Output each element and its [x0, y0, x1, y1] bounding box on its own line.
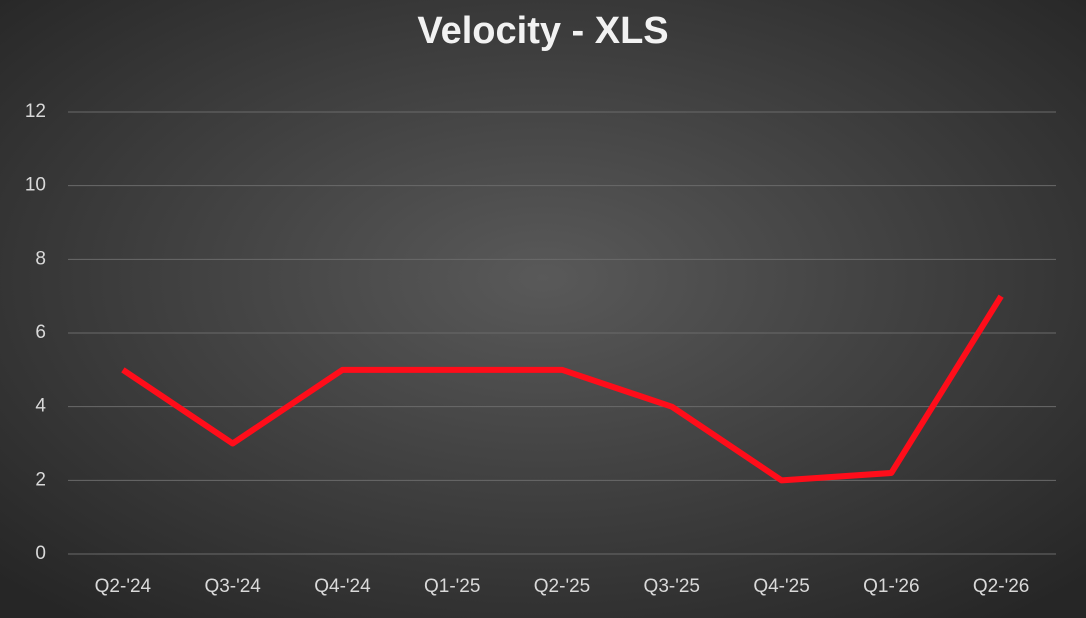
chart-title: Velocity - XLS — [417, 10, 668, 52]
y-tick-label: 10 — [25, 175, 46, 196]
x-tick-label: Q1-'25 — [424, 576, 480, 597]
x-tick-label: Q4-'24 — [314, 576, 371, 597]
data-line — [121, 294, 1004, 484]
y-tick-label: 12 — [25, 101, 46, 122]
y-tick-label: 0 — [35, 543, 46, 564]
x-tick-label: Q3-'24 — [204, 576, 261, 597]
y-tick-label: 2 — [35, 469, 46, 490]
x-tick-label: Q1-'26 — [863, 576, 919, 597]
y-tick-label: 4 — [35, 396, 46, 417]
y-tick-label: 6 — [35, 322, 46, 343]
x-tick-label: Q4-'25 — [753, 576, 809, 597]
x-tick-label: Q3-'25 — [644, 576, 700, 597]
x-tick-label: Q2-'24 — [95, 576, 152, 597]
y-tick-label: 8 — [35, 248, 46, 269]
x-tick-label: Q2-'25 — [534, 576, 590, 597]
x-tick-label: Q2-'26 — [973, 576, 1029, 597]
